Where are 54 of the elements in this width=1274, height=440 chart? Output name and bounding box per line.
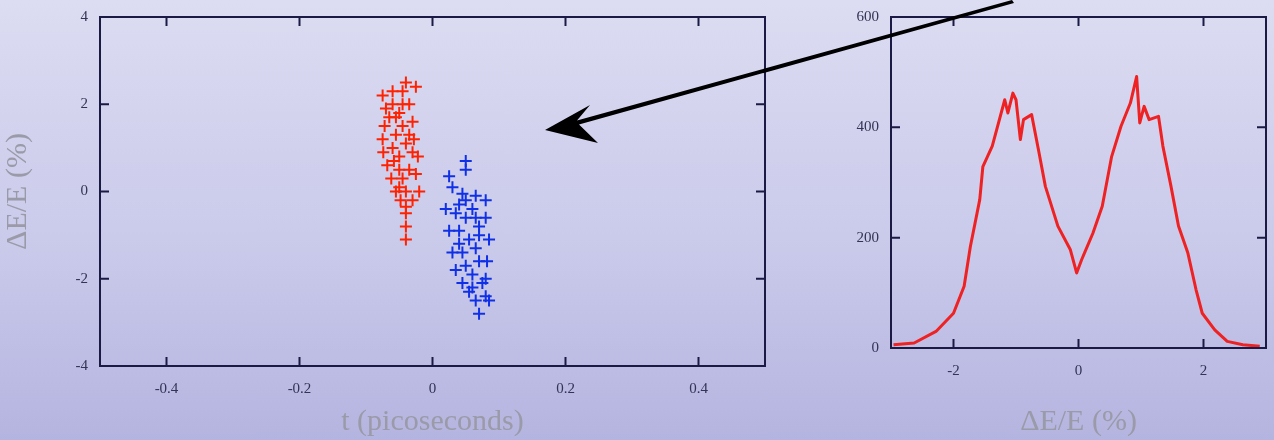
point bbox=[442, 169, 457, 184]
point bbox=[375, 88, 390, 103]
point bbox=[405, 114, 420, 129]
y-tick-label: 0 bbox=[80, 182, 88, 199]
point bbox=[468, 188, 483, 203]
y-tick-label: -2 bbox=[75, 269, 88, 286]
point bbox=[398, 232, 413, 247]
point bbox=[478, 271, 493, 286]
x-tick-label: -2 bbox=[947, 361, 960, 378]
x-axis-title: t (picoseconds) bbox=[341, 402, 524, 437]
y-tick-label: 600 bbox=[856, 7, 879, 24]
y-axis-title: ΔE/E (%) bbox=[0, 133, 33, 250]
y-tick-label: -4 bbox=[75, 356, 89, 373]
y-tick-label: 400 bbox=[856, 118, 879, 135]
point bbox=[445, 180, 460, 195]
point bbox=[376, 145, 391, 160]
x-axis-title: ΔE/E (%) bbox=[1020, 402, 1137, 437]
point bbox=[388, 127, 403, 142]
x-tick-label: 0.4 bbox=[689, 379, 709, 396]
y-tick-label: 2 bbox=[80, 95, 88, 112]
point bbox=[452, 197, 467, 212]
x-tick-label: 0 bbox=[1074, 361, 1083, 378]
point bbox=[408, 79, 423, 94]
x-tick-label: -0.4 bbox=[154, 379, 179, 396]
point bbox=[448, 263, 463, 278]
y-tick-label: 0 bbox=[871, 338, 879, 355]
point bbox=[458, 210, 473, 225]
point bbox=[482, 232, 497, 247]
point bbox=[395, 97, 410, 112]
point bbox=[472, 228, 487, 243]
point bbox=[398, 206, 413, 221]
point bbox=[478, 193, 493, 208]
y-tick-label: 4 bbox=[80, 7, 89, 24]
point bbox=[412, 184, 427, 199]
point bbox=[438, 201, 453, 216]
point bbox=[475, 276, 490, 291]
point bbox=[398, 75, 413, 90]
y-tick-label: 200 bbox=[856, 228, 879, 245]
point bbox=[472, 306, 487, 321]
point bbox=[458, 162, 473, 177]
point bbox=[465, 280, 480, 295]
point bbox=[398, 219, 413, 234]
point bbox=[377, 119, 392, 134]
point bbox=[375, 132, 390, 147]
point bbox=[472, 254, 487, 269]
x-tick-label: 0.2 bbox=[556, 379, 575, 396]
point bbox=[448, 206, 463, 221]
point bbox=[385, 84, 400, 99]
x-tick-label: -0.2 bbox=[287, 379, 312, 396]
point bbox=[452, 223, 467, 238]
x-tick-label: 0 bbox=[428, 379, 437, 396]
point bbox=[482, 293, 497, 308]
x-tick-label: 2 bbox=[1199, 361, 1208, 378]
point bbox=[380, 158, 395, 173]
